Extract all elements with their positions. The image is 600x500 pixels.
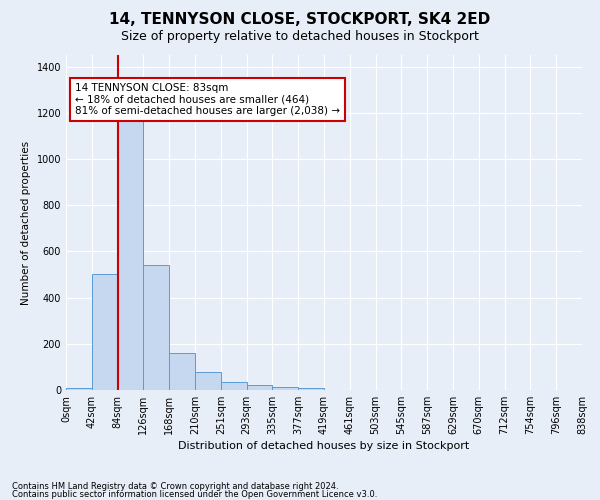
Bar <box>221 382 247 390</box>
Text: 14, TENNYSON CLOSE, STOCKPORT, SK4 2ED: 14, TENNYSON CLOSE, STOCKPORT, SK4 2ED <box>109 12 491 28</box>
Bar <box>118 106 143 390</box>
Text: Contains public sector information licensed under the Open Government Licence v3: Contains public sector information licen… <box>12 490 377 499</box>
Y-axis label: Number of detached properties: Number of detached properties <box>21 140 31 304</box>
Bar <box>66 388 92 390</box>
Text: Contains HM Land Registry data © Crown copyright and database right 2024.: Contains HM Land Registry data © Crown c… <box>12 482 338 491</box>
Bar <box>247 386 272 390</box>
Bar <box>169 353 195 390</box>
X-axis label: Distribution of detached houses by size in Stockport: Distribution of detached houses by size … <box>178 441 470 451</box>
Bar <box>272 386 298 390</box>
Bar <box>195 372 221 390</box>
Bar <box>298 388 324 390</box>
Text: 14 TENNYSON CLOSE: 83sqm
← 18% of detached houses are smaller (464)
81% of semi-: 14 TENNYSON CLOSE: 83sqm ← 18% of detach… <box>75 82 340 116</box>
Text: Size of property relative to detached houses in Stockport: Size of property relative to detached ho… <box>121 30 479 43</box>
Bar <box>143 265 169 390</box>
Bar <box>92 274 118 390</box>
